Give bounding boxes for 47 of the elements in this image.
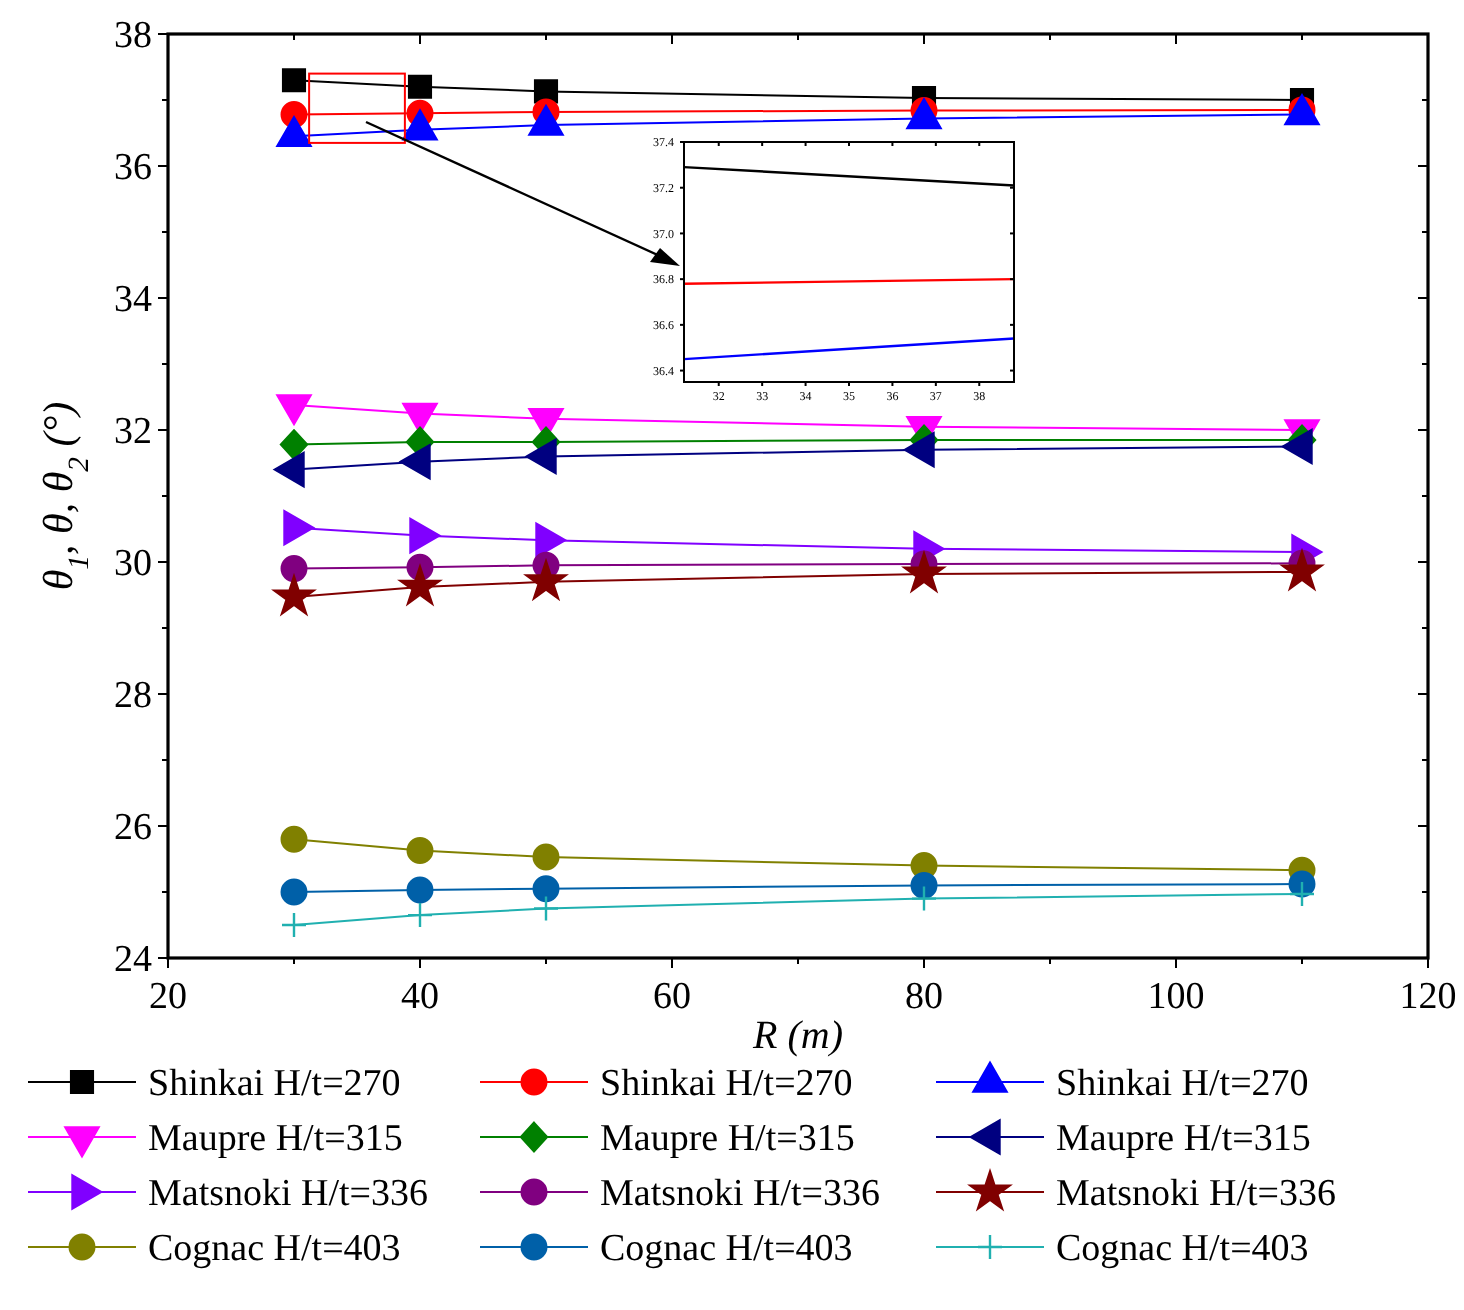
x-axis-title: R (m) xyxy=(751,1014,844,1058)
point xyxy=(280,825,308,853)
legend-label: Maupre H/t=315 xyxy=(1056,1118,1311,1161)
point xyxy=(406,901,434,929)
point xyxy=(1281,550,1323,590)
x-tick-label: 100 xyxy=(1147,976,1205,1018)
y-tick-label: 38 xyxy=(114,15,152,58)
legend-label: Shinkai H/t=270 xyxy=(1056,1063,1309,1106)
legend-label: Shinkai H/t=270 xyxy=(148,1063,401,1106)
x-tick-label: 20 xyxy=(149,976,187,1018)
legend-label: Cognac H/t=403 xyxy=(600,1228,853,1271)
x-tick-label: 40 xyxy=(401,976,439,1018)
point xyxy=(407,74,433,99)
y-tick-label: 24 xyxy=(114,939,153,982)
point xyxy=(280,555,308,583)
point xyxy=(910,885,938,912)
legend-label: Matsnoki H/t=336 xyxy=(600,1173,881,1216)
point xyxy=(406,836,434,864)
point xyxy=(910,871,938,899)
point xyxy=(532,843,560,871)
point xyxy=(1288,880,1316,908)
point xyxy=(399,565,441,605)
point xyxy=(532,895,560,922)
x-tick-label: 80 xyxy=(905,976,943,1018)
point xyxy=(280,911,308,939)
point xyxy=(273,575,315,615)
point xyxy=(406,876,434,904)
legend-label: Maupre H/t=315 xyxy=(148,1118,403,1161)
y-tick-label: 26 xyxy=(114,807,152,850)
y-tick-label: 30 xyxy=(114,543,152,586)
y-tick-label: 28 xyxy=(114,675,152,718)
x-tick-label: 60 xyxy=(653,976,691,1018)
legend-label: Cognac H/t=403 xyxy=(1056,1228,1309,1271)
point xyxy=(281,68,307,93)
legend-label: Cognac H/t=403 xyxy=(148,1228,401,1271)
y-tick-label: 36 xyxy=(114,147,152,190)
point xyxy=(525,559,567,600)
x-tick-label: 120 xyxy=(1399,976,1457,1018)
legend-label: Maupre H/t=315 xyxy=(600,1118,855,1161)
point xyxy=(532,875,560,903)
point xyxy=(903,552,945,592)
legend-label: Matsnoki H/t=336 xyxy=(148,1173,429,1216)
point xyxy=(280,878,308,906)
point xyxy=(279,429,309,460)
y-tick-label: 34 xyxy=(114,279,153,322)
legend-label: Matsnoki H/t=336 xyxy=(1056,1173,1337,1216)
legend-label: Shinkai H/t=270 xyxy=(600,1063,853,1106)
